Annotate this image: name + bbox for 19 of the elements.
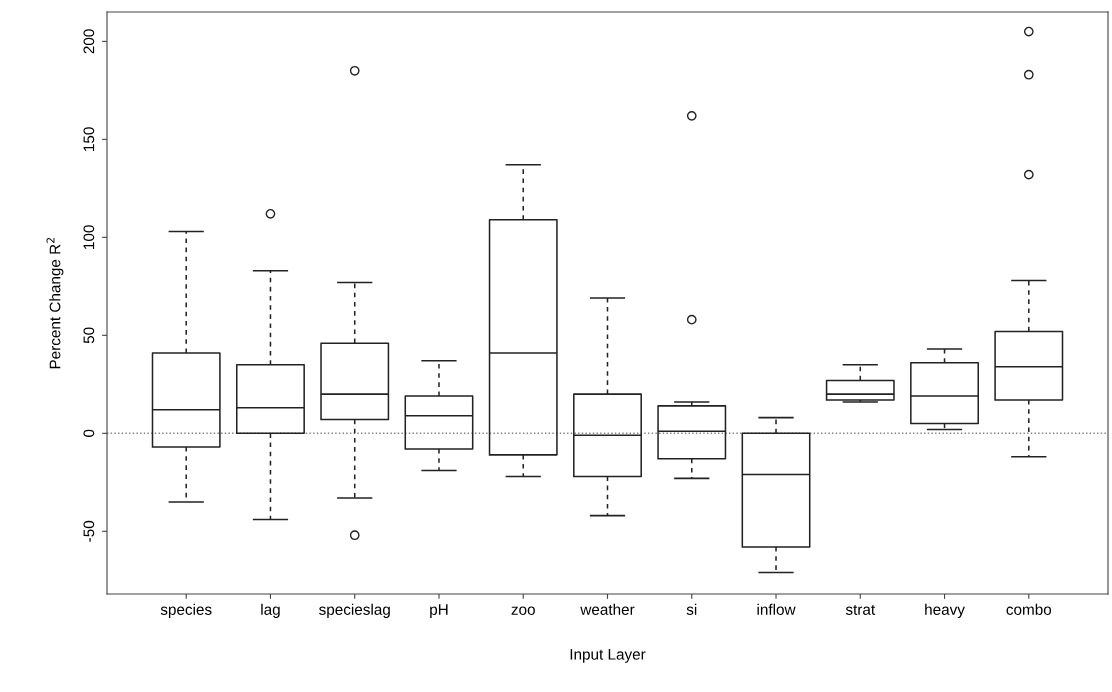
x-tick-label: weather [580, 603, 635, 615]
y-tick-label: 50 [83, 327, 95, 344]
y-tick-label: 100 [83, 225, 95, 249]
y-tick-label: 150 [83, 127, 95, 151]
y-tick-label: 0 [83, 429, 95, 437]
x-tick-label: combo [1006, 603, 1052, 615]
x-tick-label: lag [261, 603, 280, 618]
y-tick-label: -50 [83, 520, 95, 542]
x-tick-label: inflow [757, 603, 796, 615]
x-tick-label: heavy [925, 603, 965, 618]
y-axis-title: Percent Change R$^{2}$ [46, 237, 64, 369]
x-tick-label: species [160, 603, 212, 618]
x-tick-label: pH [430, 604, 448, 618]
x-tick-label: zoo [511, 606, 535, 615]
x-tick-label: specieslag [319, 603, 390, 618]
x-axis-title: Input Layer [570, 649, 646, 663]
x-tick-label: strat [845, 604, 876, 615]
y-tick-label: 200 [83, 29, 95, 54]
x-tick-label: si [686, 603, 697, 615]
